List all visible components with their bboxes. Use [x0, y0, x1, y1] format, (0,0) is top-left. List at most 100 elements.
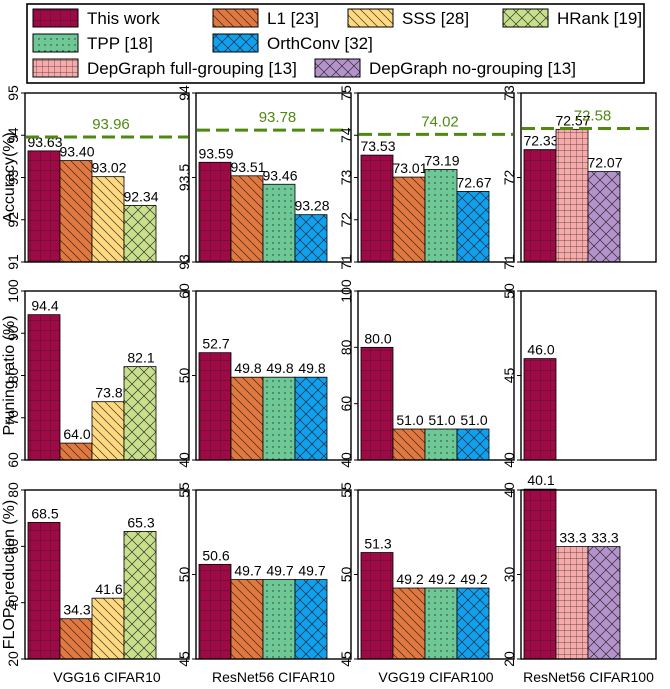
bar-value-label-hrank: 92.34	[123, 188, 158, 204]
bar-orthconv	[456, 587, 490, 660]
bar-orthconv	[456, 191, 490, 263]
legend-label-tpp: TPP [18]	[87, 34, 153, 53]
bar-this_work	[523, 488, 557, 660]
bar-value-label-tpp: 73.19	[424, 152, 459, 168]
y-tick-label: 40	[501, 482, 517, 498]
legend: This work L1 [23] SSS [28] HRank [19] TPP [1…	[26, 3, 645, 84]
bar-value-label-l1: 34.3	[63, 602, 90, 618]
bar-tpp	[262, 579, 296, 660]
legend-swatch-this_work	[32, 8, 79, 28]
bar-hrank	[123, 366, 157, 461]
y-tick-label: 70	[5, 410, 21, 426]
plot-frame	[357, 290, 515, 461]
panel-flops-2: 50.6 49.7 49.7 49.7 45 50 55 ResNet56 CIFAR10	[176, 482, 352, 685]
bar-value-label-this_work: 72.33	[523, 133, 558, 149]
y-tick-label: 80	[5, 482, 21, 498]
y-axis-label: Pruning ratio (%)	[1, 315, 18, 435]
bar-value-label-depgraph_no: 72.07	[587, 155, 622, 171]
bar-value-label-tpp: 49.7	[266, 563, 293, 579]
bar-l1	[59, 442, 93, 461]
bar-l1	[392, 587, 426, 660]
bar-depgraph_no	[587, 171, 621, 263]
legend-label-depgraph_no: DepGraph no-grouping [13]	[369, 59, 576, 78]
bar-l1	[230, 579, 264, 660]
bar-this_work	[27, 521, 61, 660]
bar-tpp	[262, 376, 296, 461]
bar-value-label-l1: 93.51	[230, 159, 265, 175]
bar-sss	[91, 597, 125, 660]
bar-this_work	[523, 149, 557, 263]
bar-this_work	[198, 563, 232, 660]
legend-swatch-hrank	[502, 8, 549, 28]
y-tick-label: 74	[338, 127, 354, 143]
bar-value-label-this_work: 52.7	[202, 336, 229, 352]
panel-pruning-2: 52.7 49.8 49.8 49.8 40 50 60	[176, 283, 352, 468]
bar-value-label-sss: 93.02	[91, 160, 126, 176]
bar-sss	[91, 176, 125, 263]
bar-sss	[91, 401, 125, 461]
bar-value-label-l1: 49.8	[234, 360, 261, 376]
y-tick-label: 94	[176, 85, 192, 101]
bar-orthconv	[294, 579, 328, 660]
y-tick-label: 90	[5, 325, 21, 341]
bar-value-label-this_work: 68.5	[31, 505, 58, 521]
y-tick-label: 60	[176, 283, 192, 299]
y-tick-label: 95	[5, 85, 21, 101]
bar-tpp	[424, 428, 458, 461]
panel-flops-4: 40.1 33.3 33.3 20 30 40 ResNet56 CIFAR100	[501, 472, 657, 685]
legend-label-depgraph_full: DepGraph full-grouping [13]	[87, 59, 297, 78]
legend-swatch-depgraph_full	[32, 58, 79, 78]
y-tick-label: 30	[501, 567, 517, 583]
y-tick-label: 91	[5, 254, 21, 270]
y-tick-label: 93.5	[176, 164, 192, 191]
panel-flops-1: 68.5 34.3 41.6 65.3 20 40 60 80 FLOPs reduction …	[1, 482, 190, 685]
baseline-label: 74.02	[421, 113, 459, 130]
bar-hrank	[123, 204, 157, 263]
bar-value-label-depgraph_no: 33.3	[591, 530, 618, 546]
legend-swatch-orthconv	[212, 33, 259, 53]
y-tick-label: 40	[5, 595, 21, 611]
bar-value-label-tpp: 49.8	[266, 360, 293, 376]
bar-this_work	[360, 154, 394, 263]
bar-value-label-this_work: 93.59	[198, 145, 233, 161]
plot-frame	[24, 489, 190, 660]
y-tick-label: 40	[176, 452, 192, 468]
legend-swatch-tpp	[32, 33, 79, 53]
y-tick-label: 71	[501, 254, 517, 270]
bar-value-label-this_work: 73.53	[360, 138, 395, 154]
bar-this_work	[198, 352, 232, 461]
bar-value-label-l1: 49.7	[234, 563, 261, 579]
panel-pruning-1: 94.4 64.0 73.8 82.1 60 70 80 90 100 Pruning ratio…	[1, 279, 190, 468]
bar-l1	[59, 160, 93, 263]
y-tick-label: 45	[501, 368, 517, 384]
bar-value-label-orthconv: 72.67	[456, 174, 491, 190]
y-tick-label: 55	[176, 482, 192, 498]
bar-value-label-depgraph_full: 72.57	[555, 112, 590, 128]
bar-l1	[392, 176, 426, 263]
y-tick-label: 100	[338, 279, 354, 303]
bar-value-label-this_work: 51.3	[364, 536, 391, 552]
y-tick-label: 45	[338, 651, 354, 667]
y-tick-label: 94	[5, 127, 21, 143]
y-tick-label: 60	[338, 396, 354, 412]
x-axis-label: ResNet56 CIFAR100	[523, 669, 654, 685]
bar-value-label-depgraph_full: 33.3	[559, 530, 586, 546]
bar-l1	[230, 175, 264, 263]
chart-panels: 93.6393.4093.0292.3493.969192939495Accur…	[1, 85, 657, 685]
y-tick-label: 93	[176, 254, 192, 270]
bar-l1	[59, 618, 93, 660]
bar-depgraph_full	[555, 546, 589, 660]
y-tick-label: 60	[5, 538, 21, 554]
bar-tpp	[424, 169, 458, 263]
x-axis-label: ResNet56 CIFAR10	[212, 669, 335, 685]
bar-value-label-this_work: 80.0	[364, 330, 391, 346]
y-tick-label: 50	[501, 283, 517, 299]
bar-this_work	[360, 346, 394, 461]
y-tick-label: 40	[338, 452, 354, 468]
bar-value-label-l1: 73.01	[392, 160, 427, 176]
bar-this_work	[523, 358, 557, 461]
bar-value-label-tpp: 49.2	[428, 571, 455, 587]
legend-label-l1: L1 [23]	[267, 9, 319, 28]
bar-value-label-tpp: 93.46	[262, 167, 297, 183]
